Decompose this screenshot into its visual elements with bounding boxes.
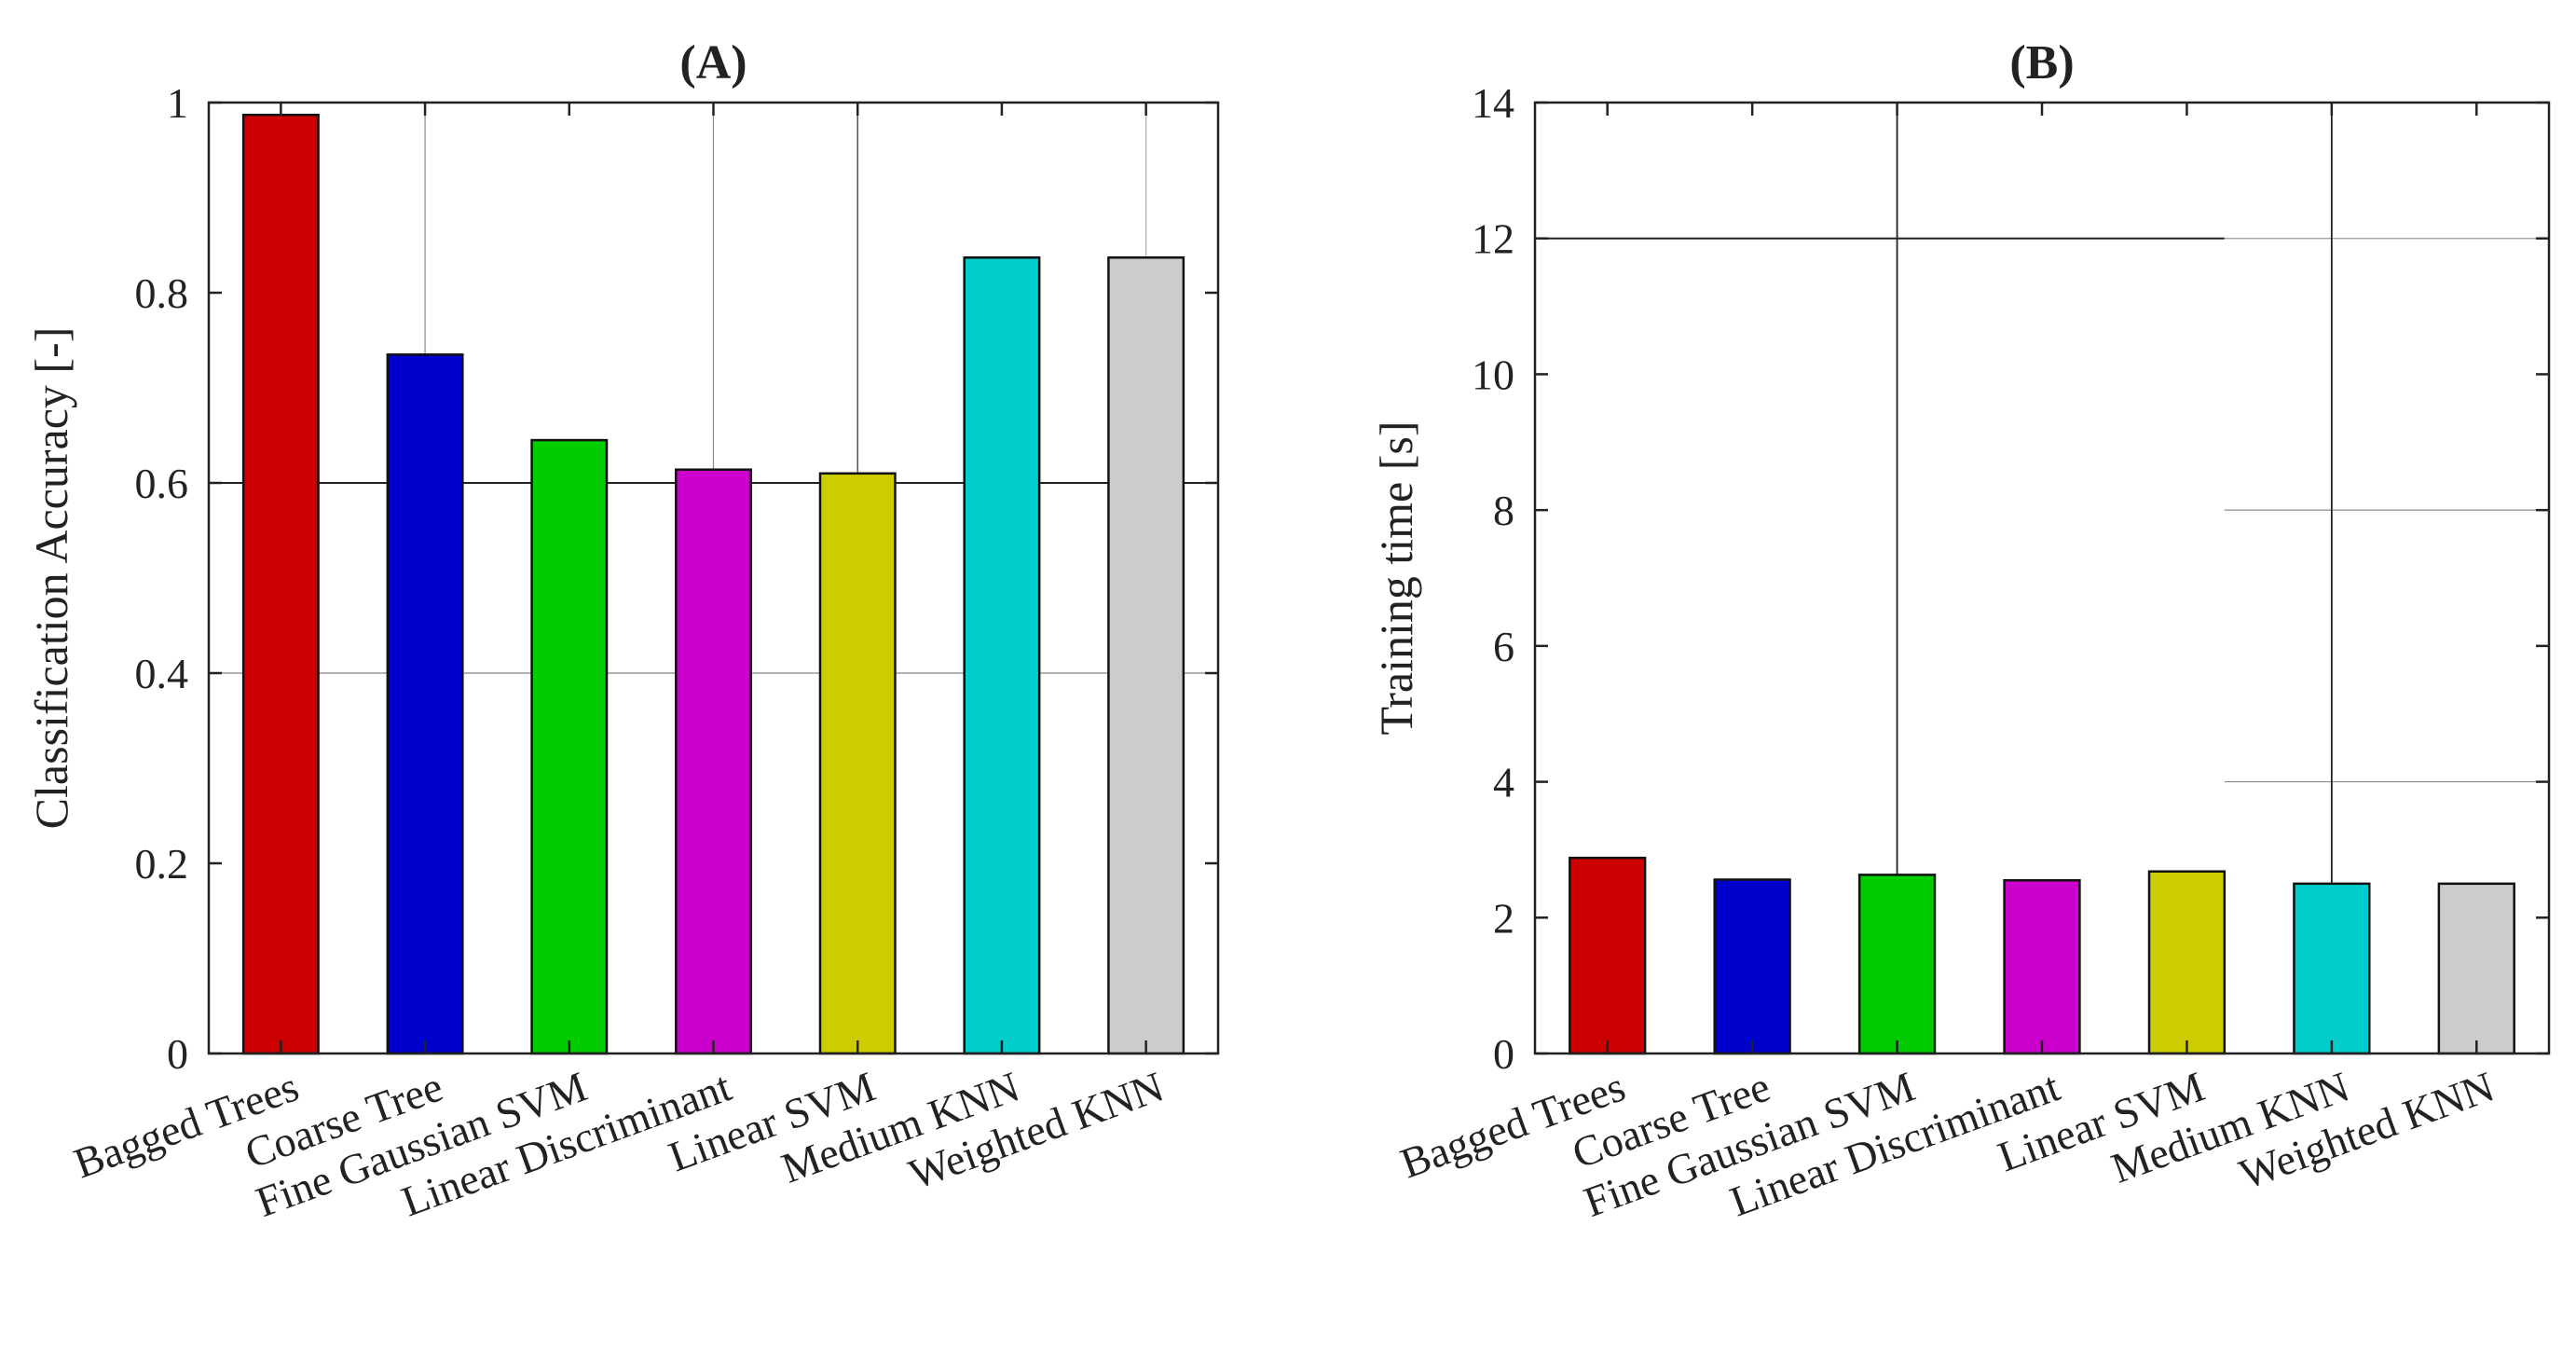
panel-b-ytick-label-3: 6 xyxy=(1493,623,1514,670)
panel-b-ytick-label-7: 14 xyxy=(1472,79,1514,127)
panel-a-bar-3 xyxy=(530,438,609,1055)
panel-b-bar-1 xyxy=(1569,856,1647,1055)
panel-b-bar-4 xyxy=(2003,878,2081,1055)
panel-b-title: (B) xyxy=(2009,36,2074,89)
panel-b-bar-5 xyxy=(2147,870,2227,1055)
panel-b-bar-7 xyxy=(2437,882,2515,1055)
panel-b-bar-2 xyxy=(1713,878,1791,1055)
panel-a-ytick-label-5: 1 xyxy=(167,79,188,127)
panel-a-ytick-label-2: 0.4 xyxy=(135,650,189,697)
panel-a-title: (A) xyxy=(679,36,747,89)
panel-a-ytick-label-1: 0.2 xyxy=(135,840,189,888)
panel-a-ytick-label-3: 0.6 xyxy=(135,460,189,507)
panel-a-bar-1 xyxy=(241,114,320,1055)
panel-a-ytick-label-4: 0.8 xyxy=(135,269,189,317)
panel-b-bar-3 xyxy=(1857,874,1937,1055)
panel-b-ytick-label-6: 12 xyxy=(1472,215,1514,263)
panel-b-ytick-label-1: 2 xyxy=(1493,894,1514,942)
panel-b-ytick-label-2: 4 xyxy=(1493,759,1514,806)
panel-a-bar-4 xyxy=(675,468,752,1055)
panel-a-bar-7 xyxy=(1107,256,1185,1055)
panel-b-ytick-label-5: 10 xyxy=(1472,351,1514,398)
panel-b-bar-6 xyxy=(2293,882,2371,1055)
panel-a-bar-5 xyxy=(818,472,897,1055)
panel-a-ytick-label-0: 0 xyxy=(167,1030,188,1078)
panel-a-bar-6 xyxy=(963,256,1041,1055)
panel-a-bar-2 xyxy=(386,353,464,1055)
panel-b-ytick-label-0: 0 xyxy=(1493,1030,1514,1078)
panel-a-ylabel: Classification Accuracy [-] xyxy=(25,327,77,830)
panel-b-ylabel: Training time [s] xyxy=(1370,420,1422,735)
panel-b-ytick-label-4: 8 xyxy=(1493,487,1514,534)
